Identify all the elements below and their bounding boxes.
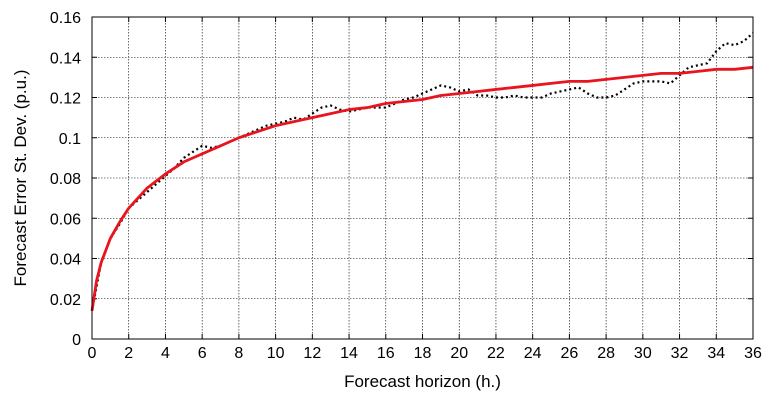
x-tick-label: 4 xyxy=(161,345,170,362)
x-tick-label: 30 xyxy=(634,345,652,362)
x-tick-label: 34 xyxy=(707,345,725,362)
x-tick-labels: 0 2 4 6 8 10 12 14 16 18 20 22 24 26 28 30 32 34 36 xyxy=(88,345,762,362)
y-tick-labels: 0 0.02 0.04 0.06 0.08 0.1 0.12 0.14 0.16 xyxy=(50,10,81,349)
y-tick-label: 0.02 xyxy=(50,292,81,309)
plot-frame xyxy=(91,16,754,340)
x-tick-label: 12 xyxy=(303,345,321,362)
x-tick-label: 10 xyxy=(267,345,285,362)
x-tick-label: 16 xyxy=(377,345,395,362)
x-tick-label: 28 xyxy=(597,345,615,362)
x-axis-label: Forecast horizon (h.) xyxy=(344,372,501,391)
y-tick-label: 0.1 xyxy=(59,131,81,148)
x-tick-label: 24 xyxy=(524,345,542,362)
x-tick-label: 2 xyxy=(124,345,133,362)
x-tick-label: 20 xyxy=(450,345,468,362)
x-tick-label: 36 xyxy=(744,345,762,362)
x-tick-label: 18 xyxy=(414,345,432,362)
y-tick-label: 0.12 xyxy=(50,91,81,108)
x-tick-label: 32 xyxy=(671,345,689,362)
x-tick-label: 0 xyxy=(88,345,97,362)
y-tick-label: 0.04 xyxy=(50,252,81,269)
series-layer xyxy=(90,32,754,312)
grid xyxy=(91,16,754,340)
x-tick-label: 22 xyxy=(487,345,505,362)
y-tick-label: 0.16 xyxy=(50,10,81,27)
y-tick-label: 0.14 xyxy=(50,50,81,67)
x-tick-label: 14 xyxy=(340,345,358,362)
y-tick-label: 0.06 xyxy=(50,211,81,228)
y-tick-label: 0.08 xyxy=(50,171,81,188)
x-tick-label: 8 xyxy=(234,345,243,362)
series-line-solid xyxy=(90,65,754,312)
x-tick-label: 6 xyxy=(198,345,207,362)
x-tick-label: 26 xyxy=(560,345,578,362)
series-line-dotted xyxy=(90,32,754,312)
y-tick-label: 0 xyxy=(72,332,81,349)
y-axis-label: Forecast Error St. Dev. (p.u.) xyxy=(11,70,30,287)
